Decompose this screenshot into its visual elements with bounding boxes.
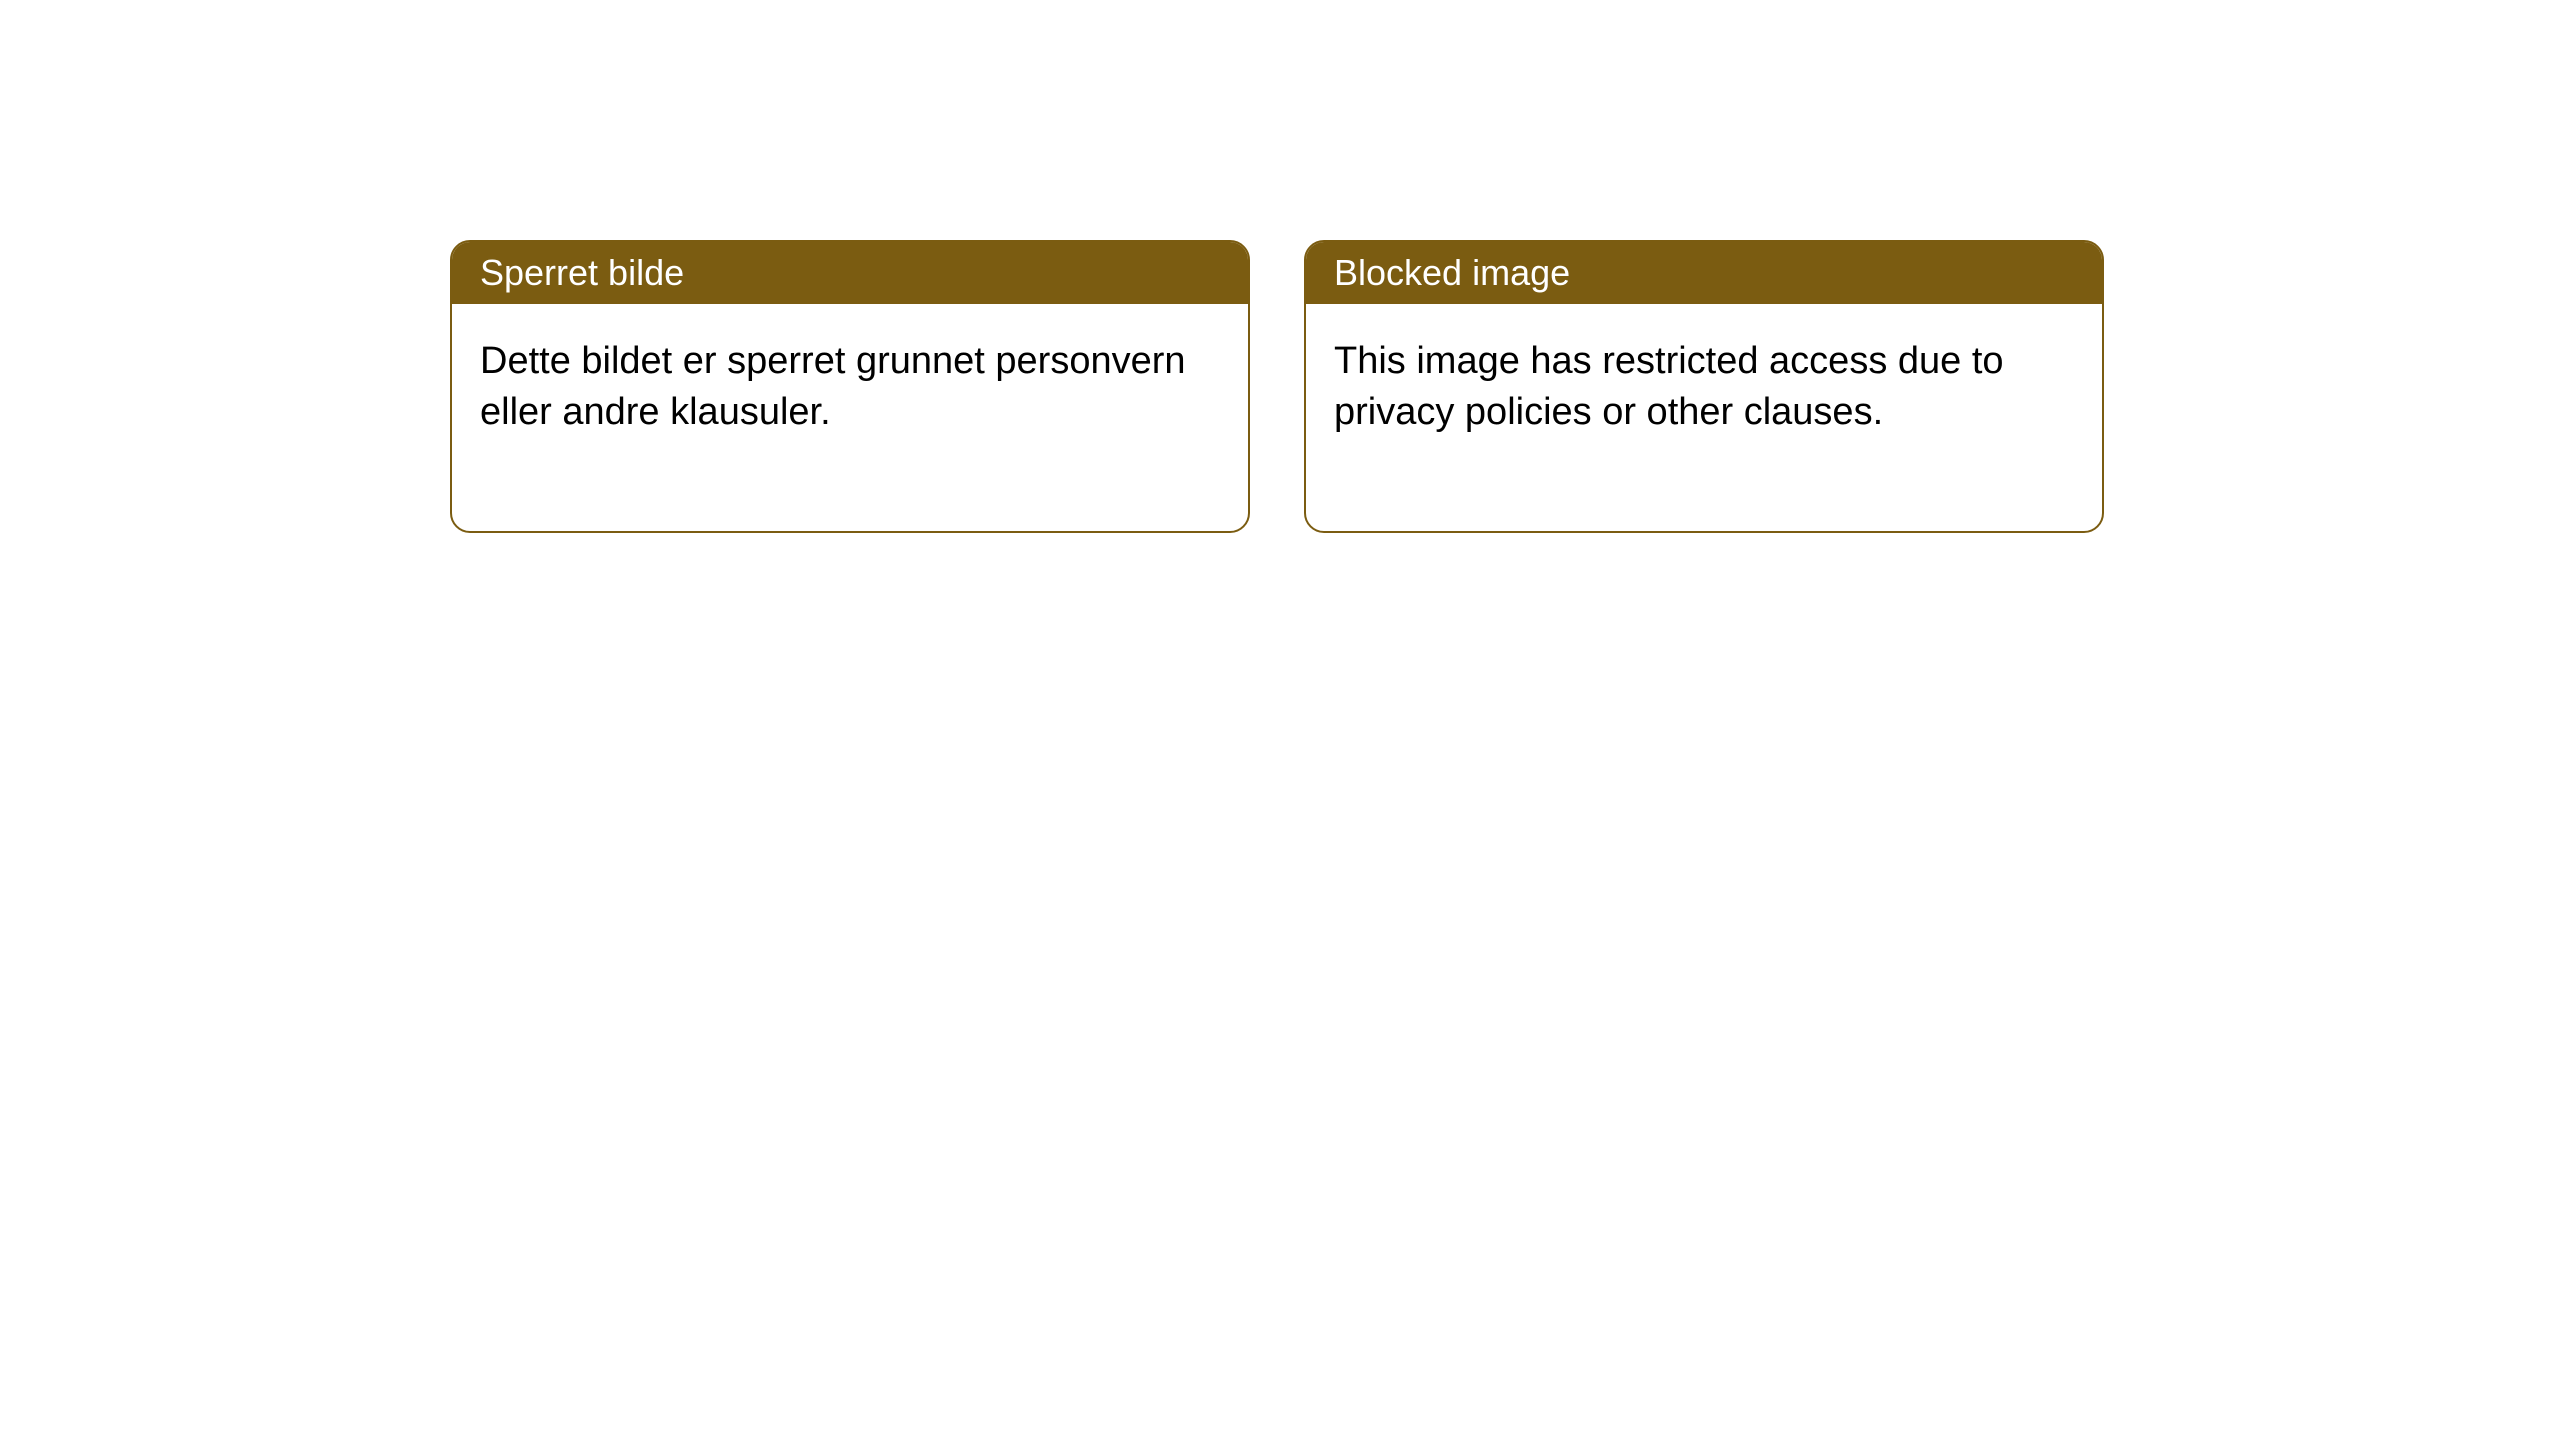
card-body: This image has restricted access due to … bbox=[1306, 304, 2102, 531]
notice-card-norwegian: Sperret bilde Dette bildet er sperret gr… bbox=[450, 240, 1250, 533]
notice-card-english: Blocked image This image has restricted … bbox=[1304, 240, 2104, 533]
card-title: Blocked image bbox=[1334, 252, 1570, 293]
notice-cards-container: Sperret bilde Dette bildet er sperret gr… bbox=[450, 240, 2104, 533]
card-header: Blocked image bbox=[1306, 242, 2102, 304]
card-header: Sperret bilde bbox=[452, 242, 1248, 304]
card-body-text: Dette bildet er sperret grunnet personve… bbox=[480, 340, 1186, 433]
card-body: Dette bildet er sperret grunnet personve… bbox=[452, 304, 1248, 531]
card-title: Sperret bilde bbox=[480, 252, 684, 293]
card-body-text: This image has restricted access due to … bbox=[1334, 340, 2004, 433]
